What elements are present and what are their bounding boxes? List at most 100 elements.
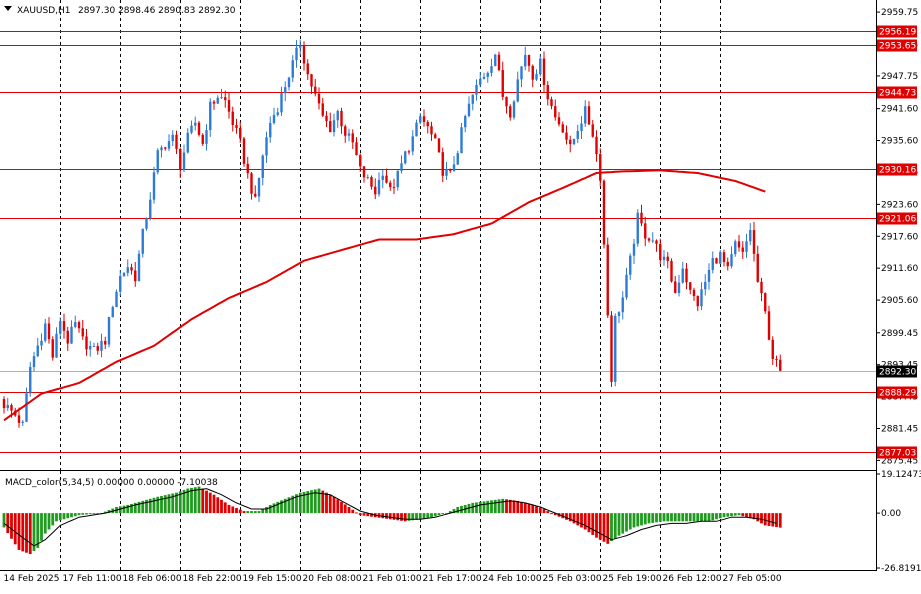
candle-bear: [595, 136, 598, 155]
macd-bar: [617, 513, 621, 536]
candle-bull: [632, 243, 636, 256]
macd-bar: [216, 497, 220, 514]
candle-bear: [726, 261, 729, 267]
macd-bar: [456, 506, 460, 514]
candle-bear: [325, 115, 328, 122]
macd-bar: [685, 513, 688, 522]
candle-bear: [674, 281, 677, 293]
macd-bar: [167, 494, 171, 514]
macd-bar: [730, 513, 733, 517]
candle-bear: [310, 74, 313, 87]
macd-bar: [227, 504, 231, 514]
macd-bar: [306, 491, 310, 514]
macd-bar: [347, 506, 351, 514]
candle-bear: [655, 240, 658, 244]
macd-bar: [486, 500, 490, 514]
macd-bar: [66, 513, 70, 519]
macd-bar: [580, 513, 583, 528]
macd-bar: [715, 513, 718, 520]
macd-bar: [351, 509, 355, 514]
macd-bar: [242, 511, 246, 514]
candle-bear: [591, 124, 594, 137]
candle-bear: [175, 134, 178, 149]
candle-bull: [490, 66, 493, 73]
macd-bar: [632, 513, 636, 528]
macd-bar: [733, 513, 737, 516]
macd-bar: [550, 513, 553, 515]
macd-bar: [163, 495, 167, 514]
macd-bar: [287, 497, 291, 514]
macd-bar: [13, 513, 17, 545]
macd-bar: [467, 503, 471, 514]
macd-bar: [148, 498, 152, 514]
macd-bar: [396, 513, 400, 521]
macd-signal-line: [3, 488, 777, 547]
candle-bull: [700, 289, 703, 307]
macd-bar: [220, 499, 223, 514]
candle-bull: [59, 321, 62, 334]
candle-bull: [209, 101, 212, 131]
macd-bar: [291, 495, 295, 514]
candle-bull: [516, 79, 519, 102]
macd-bar: [415, 513, 418, 520]
macd-bar: [460, 505, 463, 514]
candle-bear: [689, 282, 692, 290]
macd-bar: [572, 513, 576, 524]
candle-bull: [636, 212, 639, 244]
candle-bear: [370, 176, 373, 187]
candle-bear: [359, 155, 362, 167]
candle-bull: [366, 176, 369, 178]
candle-bull: [160, 147, 163, 151]
macd-bar: [51, 513, 55, 526]
candle-bear: [666, 256, 669, 261]
macd-bar: [193, 487, 197, 514]
macd-bar: [471, 502, 475, 514]
macd-axis: 19.12473 0.00 -26.81916: [876, 470, 921, 574]
symbol-label: XAUUSD,H1: [17, 6, 71, 16]
macd-bar: [411, 513, 415, 521]
macd-bar: [711, 513, 715, 521]
time-tick-label: 24 Feb 10:00: [483, 574, 542, 584]
macd-bar: [321, 490, 325, 514]
macd-bar: [505, 499, 508, 514]
candles-layer: [2, 39, 782, 428]
candle-bull: [119, 275, 122, 292]
macd-bar: [662, 513, 666, 522]
macd-bar: [568, 513, 572, 522]
macd-bar: [535, 506, 538, 514]
price-tick-label: 2941.60: [881, 105, 918, 115]
macd-bar: [696, 513, 700, 522]
price-tick-label: 2947.75: [881, 72, 918, 82]
macd-bar: [445, 513, 448, 515]
candle-bear: [47, 323, 51, 340]
candle-bear: [659, 243, 662, 261]
candle-bull: [539, 58, 542, 75]
candle-bull: [464, 116, 467, 128]
candle-bear: [640, 212, 643, 224]
candle-bear: [715, 258, 718, 264]
collapse-triangle-icon[interactable]: [4, 6, 12, 11]
macd-bar: [647, 513, 651, 524]
current-price-tag: [877, 365, 917, 378]
macd-bar: [497, 499, 501, 514]
macd-bar: [625, 513, 628, 532]
candle-bear: [550, 99, 553, 107]
candle-bull: [745, 241, 748, 252]
macd-bar: [122, 505, 126, 514]
candle-bear: [764, 293, 767, 312]
candle-bull: [400, 163, 403, 171]
macd-bar: [606, 513, 610, 544]
candle-bull: [332, 120, 336, 133]
candle-bear: [250, 173, 253, 194]
macd-bar: [178, 491, 182, 514]
macd-bar: [231, 506, 235, 514]
macd-bar: [21, 513, 25, 552]
macd-bar: [520, 501, 523, 514]
macd-bar: [681, 513, 685, 522]
candle-bear: [775, 359, 778, 361]
macd-bar: [437, 513, 441, 516]
macd-bar: [190, 487, 193, 514]
candle-bear: [756, 253, 759, 282]
candle-bear: [242, 138, 246, 164]
price-tags: 2956.19 2953.65 2944.73 2930.16 2921.06 2888.…: [877, 25, 917, 459]
